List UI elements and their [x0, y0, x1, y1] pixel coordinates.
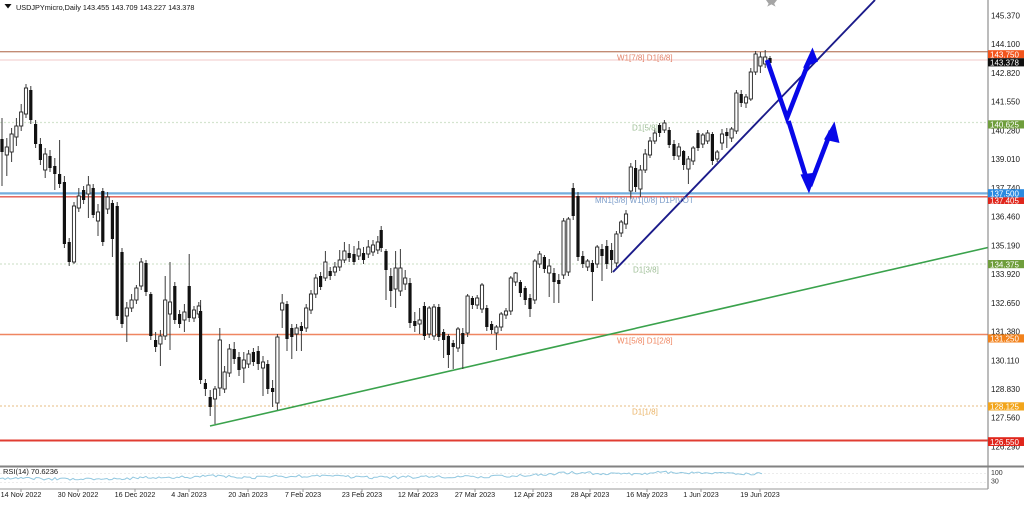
svg-text:140.625: 140.625 [990, 121, 1019, 130]
svg-text:23 Feb 2023: 23 Feb 2023 [342, 490, 382, 499]
svg-text:139.010: 139.010 [991, 155, 1020, 164]
svg-text:D1[1/8]: D1[1/8] [632, 408, 658, 417]
svg-text:135.190: 135.190 [991, 241, 1020, 250]
svg-text:D1[3/8]: D1[3/8] [633, 266, 659, 275]
svg-text:136.460: 136.460 [991, 213, 1020, 222]
svg-text:28 Apr 2023: 28 Apr 2023 [571, 490, 610, 499]
svg-text:131.250: 131.250 [990, 335, 1019, 344]
svg-text:130.110: 130.110 [991, 356, 1020, 365]
svg-text:144.100: 144.100 [991, 40, 1020, 49]
svg-text:USDJPYmicro,Daily 143.455 143: USDJPYmicro,Daily 143.455 143.709 143.22… [16, 3, 195, 12]
svg-text:12 Apr 2023: 12 Apr 2023 [514, 490, 553, 499]
svg-text:128.125: 128.125 [990, 403, 1019, 412]
svg-text:127.560: 127.560 [991, 414, 1020, 423]
svg-text:RSI(14) 70.6236: RSI(14) 70.6236 [3, 467, 58, 476]
svg-text:16 May 2023: 16 May 2023 [626, 490, 668, 499]
svg-text:137.500: 137.500 [990, 189, 1019, 198]
svg-text:20 Jan 2023: 20 Jan 2023 [228, 490, 268, 499]
svg-text:30: 30 [991, 479, 999, 486]
svg-text:145.370: 145.370 [991, 12, 1020, 21]
svg-text:W1[7/8] D1[6/8]: W1[7/8] D1[6/8] [617, 54, 673, 63]
svg-text:30 Nov 2022: 30 Nov 2022 [58, 490, 99, 499]
svg-text:137.405: 137.405 [990, 196, 1019, 205]
svg-text:19 Jun 2023: 19 Jun 2023 [740, 490, 780, 499]
svg-text:100: 100 [991, 470, 1003, 477]
svg-text:133.920: 133.920 [991, 270, 1020, 279]
svg-text:W1[5/8] D1[2/8]: W1[5/8] D1[2/8] [617, 337, 673, 346]
svg-text:126.290: 126.290 [991, 442, 1020, 451]
svg-text:14 Nov 2022: 14 Nov 2022 [1, 490, 42, 499]
svg-text:D1[5/8]: D1[5/8] [632, 124, 658, 133]
svg-text:143.378: 143.378 [990, 59, 1019, 68]
svg-text:27 Mar 2023: 27 Mar 2023 [455, 490, 495, 499]
svg-text:140.280: 140.280 [991, 126, 1020, 135]
svg-text:MN1[3/8] W1[0/8] D1PIVOT: MN1[3/8] W1[0/8] D1PIVOT [595, 196, 694, 205]
svg-text:12 Mar 2023: 12 Mar 2023 [398, 490, 438, 499]
svg-text:131.380: 131.380 [991, 328, 1020, 337]
svg-text:126.550: 126.550 [990, 438, 1019, 447]
svg-text:143.750: 143.750 [990, 50, 1019, 59]
svg-text:128.830: 128.830 [991, 385, 1020, 394]
svg-text:16 Dec 2022: 16 Dec 2022 [115, 490, 156, 499]
svg-text:142.820: 142.820 [991, 69, 1020, 78]
svg-text:7 Feb 2023: 7 Feb 2023 [285, 490, 321, 499]
svg-text:4 Jan 2023: 4 Jan 2023 [171, 490, 207, 499]
svg-text:134.375: 134.375 [990, 260, 1019, 269]
svg-text:141.550: 141.550 [991, 98, 1020, 107]
svg-text:1 Jun 2023: 1 Jun 2023 [683, 490, 719, 499]
svg-text:132.650: 132.650 [991, 299, 1020, 308]
svg-text:137.740: 137.740 [991, 184, 1020, 193]
